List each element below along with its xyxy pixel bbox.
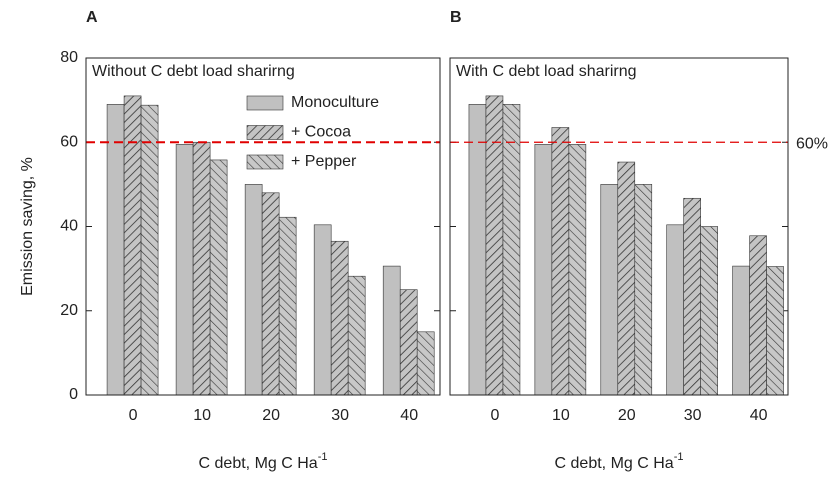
legend-label: + Cocoa (291, 124, 351, 141)
x-axis-label-sup: -1 (318, 451, 328, 463)
panel-label: B (450, 9, 462, 26)
x-tick-label: 10 (552, 407, 570, 424)
x-tick-label: 20 (618, 407, 636, 424)
x-tick-label: 40 (750, 407, 768, 424)
bar (192, 141, 211, 396)
y-tick-label: 40 (60, 218, 78, 235)
legend-swatch (246, 125, 284, 140)
plot-frame (85, 57, 441, 396)
bar (732, 265, 750, 396)
x-tick-label: 40 (400, 407, 418, 424)
panel-title: With C debt load sharirng (456, 63, 637, 80)
panel-title: Without C debt load sharirng (92, 63, 295, 80)
y-tick-label: 60 (60, 133, 78, 150)
bar (140, 104, 159, 396)
bar (278, 216, 297, 396)
y-tick-label: 0 (69, 386, 78, 403)
x-tick-label: 30 (331, 407, 349, 424)
bar (749, 235, 767, 396)
x-axis-label-text: C debt, Mg C Ha (555, 455, 674, 472)
bar (209, 159, 228, 396)
bar (551, 127, 570, 396)
bar (123, 95, 142, 396)
x-axis-label-text: C debt, Mg C Ha (199, 455, 318, 472)
bar (600, 184, 619, 396)
plot-frame (449, 57, 789, 396)
bar (700, 226, 718, 396)
legend-label: + Pepper (291, 153, 357, 170)
bar (330, 240, 349, 396)
x-tick-label: 30 (684, 407, 702, 424)
bar (485, 95, 504, 396)
y-tick-label: 20 (60, 302, 78, 319)
bar (683, 197, 701, 396)
bar (468, 104, 487, 396)
bar (634, 184, 653, 396)
x-tick-label: 20 (262, 407, 280, 424)
bar (347, 275, 366, 396)
panel-label: A (86, 9, 98, 26)
x-axis-label-sup: -1 (674, 451, 684, 463)
bar (534, 144, 553, 396)
y-tick-label: 80 (60, 49, 78, 66)
reference-label: 60% (796, 135, 828, 152)
legend-swatch (246, 95, 284, 111)
x-tick-label: 10 (193, 407, 211, 424)
bar (568, 144, 587, 396)
bar (416, 331, 435, 396)
bar (175, 144, 194, 396)
legend-swatch (246, 154, 284, 170)
bar (313, 224, 332, 396)
bar (502, 104, 521, 396)
bar (382, 265, 401, 396)
bar (261, 192, 280, 396)
legend-label: Monoculture (291, 94, 379, 111)
bar (666, 224, 684, 396)
bar (399, 289, 418, 396)
bar (106, 104, 125, 396)
x-axis-label: C debt, Mg C Ha-1 (199, 451, 328, 472)
bar (766, 266, 784, 396)
y-axis-label: Emission saving, % (19, 157, 36, 296)
x-axis-label: C debt, Mg C Ha-1 (555, 451, 684, 472)
bar (617, 161, 636, 396)
x-tick-label: 0 (129, 407, 138, 424)
x-tick-label: 0 (491, 407, 500, 424)
bar (244, 184, 263, 396)
